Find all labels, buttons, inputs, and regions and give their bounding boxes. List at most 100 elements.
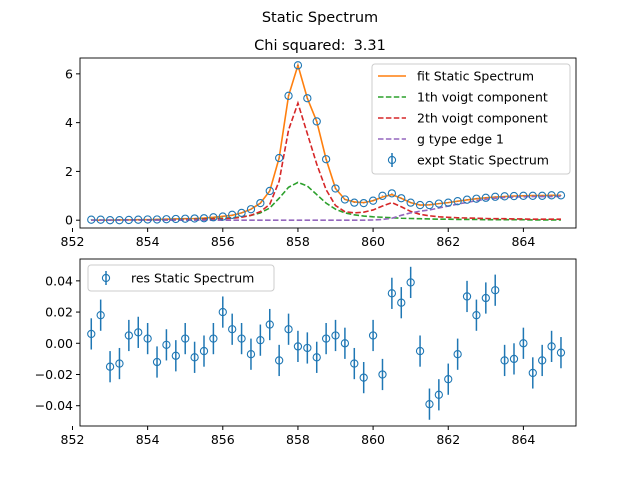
top-data-point bbox=[181, 214, 190, 223]
legend-box bbox=[371, 63, 571, 175]
bottom-data-point bbox=[321, 334, 331, 343]
top-data-point bbox=[481, 193, 490, 202]
top-data-point bbox=[237, 208, 246, 218]
top-data-point bbox=[500, 192, 509, 201]
bottom-data-point bbox=[519, 339, 528, 348]
top-data-point bbox=[359, 198, 368, 208]
bottom-data-point bbox=[350, 359, 359, 368]
bottom-data-point bbox=[105, 362, 115, 371]
bottom-data-point bbox=[96, 311, 105, 320]
top-data-point bbox=[547, 191, 556, 200]
bottom-data-point bbox=[265, 320, 274, 329]
bottom-data-point bbox=[359, 373, 368, 382]
top-data-point bbox=[105, 216, 115, 225]
legend-label: res Static Spectrum bbox=[131, 271, 254, 286]
bottom-plot: 852 854 856 858 860 862 864 −0.04 −0.02 0.00 0.02 0… bbox=[35, 258, 577, 447]
bottom-data-point bbox=[472, 311, 481, 320]
bottom-data-point bbox=[237, 334, 246, 343]
bottom-data-point bbox=[368, 331, 378, 340]
bottom-x-tick-label: 856 bbox=[211, 432, 235, 447]
bottom-x-tick-label: 864 bbox=[511, 432, 535, 447]
bottom-data-point bbox=[538, 356, 547, 365]
bottom-y-tick-label: −0.02 bbox=[35, 367, 73, 382]
top-x-tick-label: 860 bbox=[361, 234, 385, 249]
bottom-data-point bbox=[509, 354, 519, 364]
bottom-data-point bbox=[256, 336, 265, 345]
top-data-point bbox=[246, 205, 256, 214]
bottom-data-point bbox=[556, 348, 566, 357]
top-data-point bbox=[331, 184, 340, 193]
top-data-point bbox=[556, 191, 566, 200]
top-y-tick-label: 6 bbox=[65, 66, 73, 81]
bottom-data-point bbox=[331, 331, 340, 340]
bottom-x-tick-label: 860 bbox=[361, 432, 385, 447]
bottom-data-point bbox=[491, 286, 500, 295]
legend-point-marker bbox=[387, 155, 397, 165]
top-data-point bbox=[134, 215, 143, 224]
legend-label: expt Static Spectrum bbox=[417, 153, 549, 168]
top-x-tick-label: 858 bbox=[286, 234, 310, 249]
legend-label: 2th voigt component bbox=[417, 111, 548, 126]
bottom-data-point bbox=[190, 353, 199, 362]
top-data-point bbox=[143, 215, 152, 224]
bottom-data-point bbox=[453, 350, 462, 359]
bottom-axes-frame bbox=[79, 258, 577, 427]
bottom-data-point bbox=[218, 307, 227, 317]
top-data-point bbox=[462, 195, 472, 204]
top-data-point bbox=[415, 200, 425, 210]
bottom-data-point bbox=[134, 328, 143, 337]
bottom-data-point bbox=[143, 334, 152, 343]
figure-suptitle: Static Spectrum bbox=[262, 10, 378, 26]
top-x-tick-label: 862 bbox=[436, 234, 460, 249]
top-data-point bbox=[199, 214, 209, 223]
bottom-data-point bbox=[171, 351, 180, 360]
top-x-tick-label: 852 bbox=[61, 234, 85, 249]
top-data-point bbox=[472, 194, 481, 203]
axes1-title: Chi squared: 3.31 bbox=[254, 38, 386, 54]
bottom-data-point bbox=[246, 350, 256, 359]
bottom-data-point bbox=[284, 325, 293, 334]
bottom-data-point bbox=[228, 325, 237, 334]
top-data-point bbox=[538, 191, 547, 200]
legend-label: g type edge 1 bbox=[417, 132, 504, 147]
bottom-data-point bbox=[500, 356, 509, 365]
bottom-data-point bbox=[293, 342, 303, 351]
top-y-tick-label: 0 bbox=[65, 213, 73, 228]
bottom-data-point bbox=[406, 278, 415, 287]
top-data-point bbox=[340, 195, 350, 204]
top-data-point bbox=[171, 214, 180, 224]
bottom-data-point bbox=[275, 356, 284, 365]
bottom-data-point bbox=[378, 370, 387, 379]
chi-value: 3.31 bbox=[354, 38, 386, 54]
top-data-point bbox=[406, 198, 415, 207]
top-data-point bbox=[293, 61, 303, 70]
bottom-data-point bbox=[425, 399, 434, 409]
top-data-point bbox=[368, 196, 378, 205]
top-data-point bbox=[190, 214, 199, 223]
top-data-point bbox=[378, 191, 387, 200]
top-data-point bbox=[124, 215, 133, 225]
top-data-point bbox=[284, 91, 293, 100]
bottom-data-point bbox=[115, 359, 124, 368]
bottom-x-tick-label: 852 bbox=[61, 432, 85, 447]
top-data-point bbox=[152, 215, 162, 224]
top-data-point bbox=[115, 216, 124, 225]
legend-box-residuals bbox=[87, 264, 275, 292]
top-y-tick-label: 4 bbox=[65, 115, 73, 130]
top-data-point bbox=[303, 94, 312, 103]
top-data-point bbox=[87, 215, 96, 224]
top-data-point bbox=[96, 215, 105, 224]
top-data-point bbox=[444, 198, 453, 207]
top-data-point bbox=[228, 210, 237, 219]
bottom-data-point bbox=[547, 342, 556, 351]
bottom-data-point bbox=[387, 289, 397, 298]
top-plot: 852 854 856 858 860 862 864 0 2 4 6 fit Static Spec… bbox=[61, 57, 577, 249]
top-data-point bbox=[218, 212, 227, 221]
legend-point-marker bbox=[101, 273, 111, 283]
top-data-point bbox=[321, 155, 331, 164]
top-data-point bbox=[256, 198, 265, 208]
top-x-tick-label: 854 bbox=[136, 234, 160, 249]
bottom-data-point bbox=[415, 346, 425, 356]
bottom-data-point bbox=[199, 346, 209, 356]
